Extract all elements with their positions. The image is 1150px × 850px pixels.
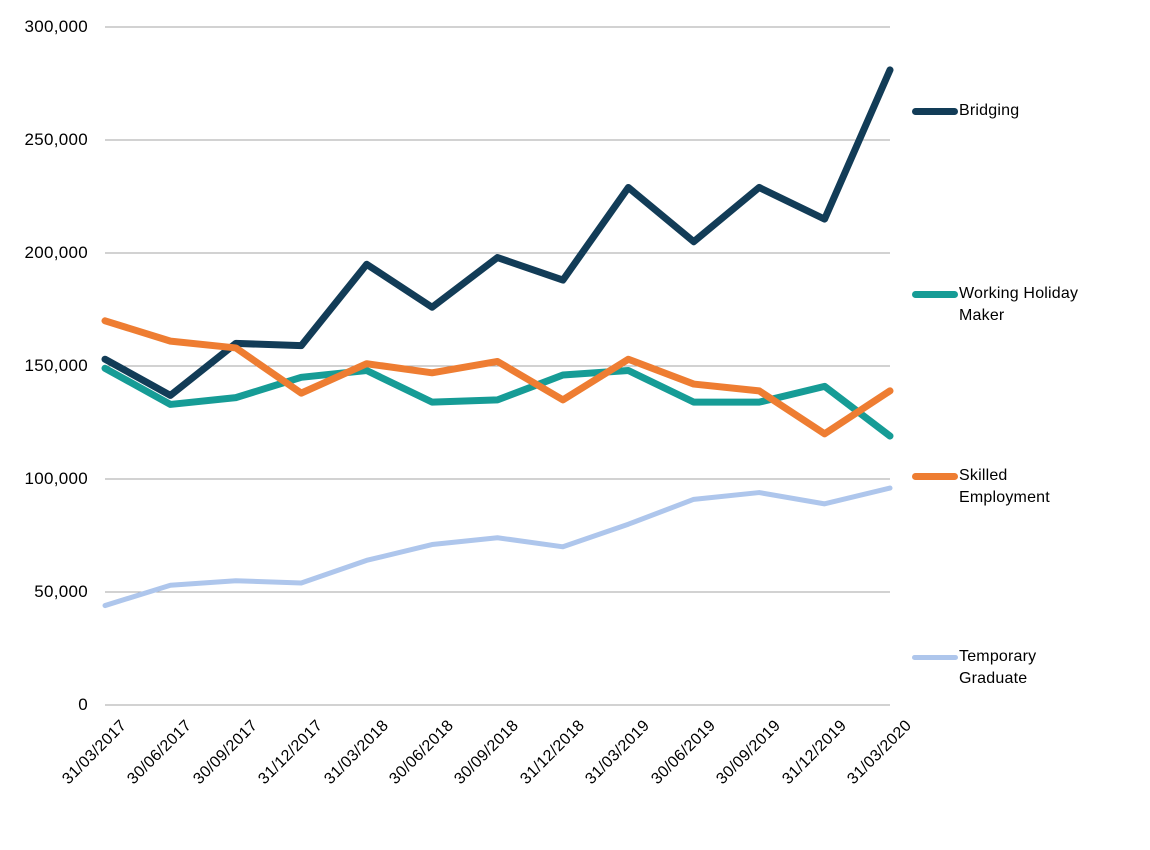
y-tick-label: 200,000 bbox=[24, 243, 88, 262]
y-tick-label: 300,000 bbox=[24, 17, 88, 36]
y-tick-label: 150,000 bbox=[24, 356, 88, 375]
legend: Bridging Working Holiday Maker Skilled E… bbox=[912, 0, 1150, 850]
y-tick-label: 100,000 bbox=[24, 469, 88, 488]
legend-item-temporary-graduate: Temporary Graduate bbox=[912, 646, 1097, 690]
legend-label: Temporary Graduate bbox=[959, 648, 1037, 687]
series-line-working-holiday-maker bbox=[101, 364, 894, 440]
series-line-bridging bbox=[101, 66, 894, 399]
legend-item-working-holiday-maker: Working Holiday Maker bbox=[912, 283, 1097, 327]
legend-item-bridging: Bridging bbox=[912, 100, 1097, 122]
series-line-skilled-employment bbox=[101, 317, 894, 438]
legend-label: Skilled Employment bbox=[959, 467, 1050, 506]
bridging-line-swatch-icon bbox=[912, 107, 958, 115]
series-line-temporary-graduate bbox=[102, 485, 893, 609]
y-tick-label: 0 bbox=[78, 695, 88, 714]
legend-item-skilled-employment: Skilled Employment bbox=[912, 465, 1097, 509]
temporary-graduate-line-swatch-icon bbox=[912, 654, 958, 660]
legend-label: Working Holiday Maker bbox=[959, 285, 1079, 324]
working-holiday-maker-line-swatch-icon bbox=[912, 290, 958, 298]
y-tick-label: 250,000 bbox=[24, 130, 88, 149]
legend-label: Bridging bbox=[959, 102, 1020, 119]
skilled-employment-line-swatch-icon bbox=[912, 472, 958, 480]
y-tick-label: 50,000 bbox=[34, 582, 88, 601]
